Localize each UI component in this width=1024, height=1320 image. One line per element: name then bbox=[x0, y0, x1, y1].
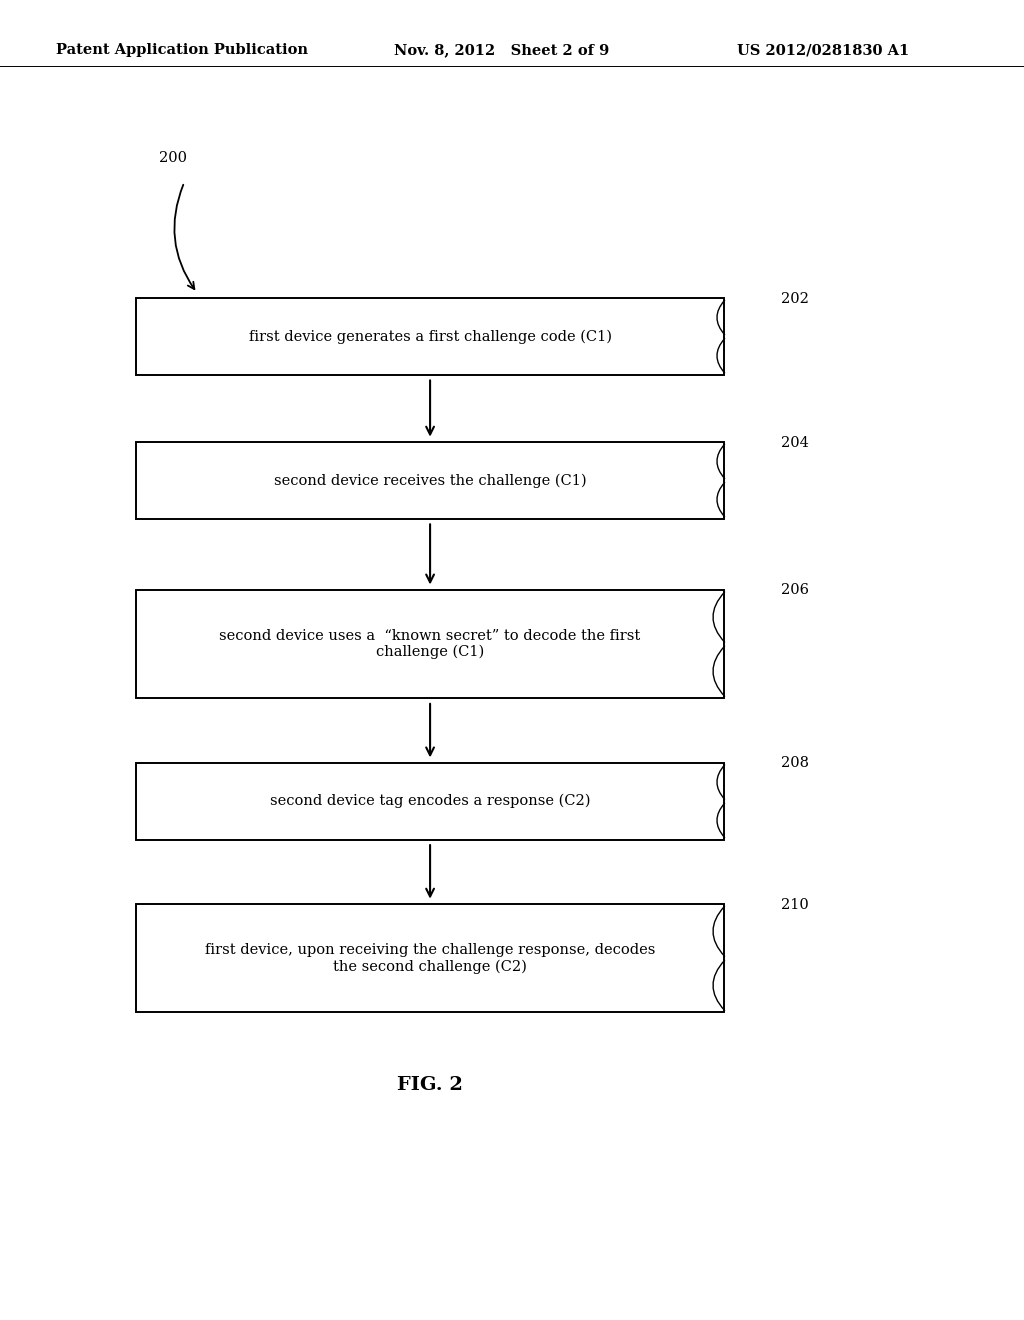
Text: Nov. 8, 2012   Sheet 2 of 9: Nov. 8, 2012 Sheet 2 of 9 bbox=[394, 44, 609, 57]
Text: first device, upon receiving the challenge response, decodes
the second challeng: first device, upon receiving the challen… bbox=[205, 942, 655, 974]
Text: second device tag encodes a response (C2): second device tag encodes a response (C2… bbox=[270, 795, 590, 808]
Text: 210: 210 bbox=[781, 898, 809, 912]
Text: 204: 204 bbox=[781, 436, 809, 450]
Text: US 2012/0281830 A1: US 2012/0281830 A1 bbox=[737, 44, 909, 57]
Text: 200: 200 bbox=[159, 152, 186, 165]
Text: FIG. 2: FIG. 2 bbox=[397, 1076, 463, 1094]
Bar bbox=[135, 590, 725, 698]
Text: first device generates a first challenge code (C1): first device generates a first challenge… bbox=[249, 330, 611, 343]
Bar bbox=[135, 763, 725, 840]
Text: second device uses a  “known secret” to decode the first
challenge (C1): second device uses a “known secret” to d… bbox=[219, 628, 641, 660]
Bar bbox=[135, 298, 725, 375]
Bar bbox=[135, 904, 725, 1012]
Text: 206: 206 bbox=[781, 583, 809, 598]
Text: 202: 202 bbox=[781, 292, 809, 306]
Text: second device receives the challenge (C1): second device receives the challenge (C1… bbox=[273, 474, 587, 487]
Text: Patent Application Publication: Patent Application Publication bbox=[56, 44, 308, 57]
Bar bbox=[135, 442, 725, 519]
Text: 208: 208 bbox=[781, 756, 809, 771]
